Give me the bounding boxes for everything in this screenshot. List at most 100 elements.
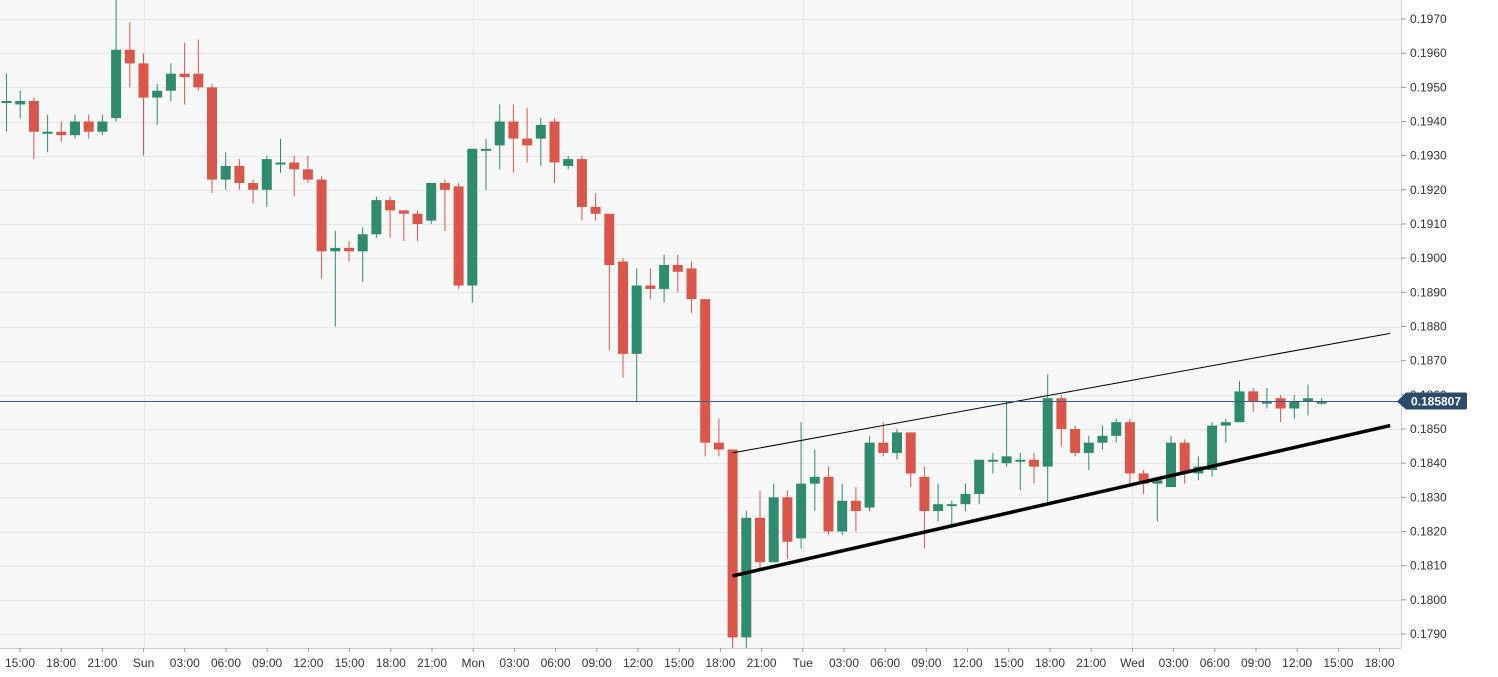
candle [796, 422, 807, 549]
candle-body [344, 247, 354, 252]
candle [385, 196, 396, 238]
candle-body [823, 476, 834, 532]
x-tick-label: 06:00 [870, 656, 900, 670]
candle [850, 487, 861, 532]
candle-body [618, 261, 628, 354]
candle-body [1, 101, 12, 103]
candle [1220, 418, 1231, 443]
x-tick-label: 21:00 [1076, 656, 1106, 670]
candle [344, 241, 354, 262]
candle [576, 155, 587, 221]
candle [28, 97, 39, 160]
candles [1, 0, 1327, 652]
candle-body [494, 121, 505, 146]
candle [289, 155, 300, 197]
candle-body [1289, 401, 1300, 409]
x-tick-label: 03:00 [829, 656, 859, 670]
candle-body [70, 121, 80, 136]
candle-body [124, 49, 135, 64]
candle-body [755, 517, 765, 563]
candle-body [727, 449, 738, 638]
candle-body [850, 500, 861, 511]
candle-body [549, 121, 560, 163]
x-axis: 15:00 18:00 21:00 Sun 03:00 06:00 09:00 12:00 15… [0, 648, 1498, 677]
current-price-tag: 0.185807 [1397, 392, 1467, 410]
candle-body [97, 121, 108, 132]
current-price-tag-pointer [1397, 392, 1406, 410]
y-tick-label: 0.1890 [1410, 285, 1447, 299]
current-price-tag-background [1405, 392, 1467, 410]
x-tick-label: 03:00 [499, 656, 529, 670]
candle [234, 159, 245, 190]
candle [563, 155, 574, 170]
candle-body [275, 162, 286, 165]
candle [535, 118, 546, 166]
y-tick-label: 0.1900 [1410, 251, 1447, 265]
candle-body [28, 101, 39, 132]
candle [974, 459, 985, 505]
x-tick-label: 06:00 [541, 656, 571, 670]
candle-body [248, 183, 259, 190]
y-tick-label: 0.1930 [1410, 149, 1447, 163]
candle-body [974, 459, 985, 494]
trendline-resistance [732, 332, 1391, 454]
candle-body [426, 183, 437, 221]
candle-body [590, 206, 601, 214]
candle-body [782, 497, 793, 542]
trendlines [732, 332, 1391, 578]
candle-body [1124, 422, 1135, 474]
x-tick-label: 03:00 [170, 656, 200, 670]
candle [275, 138, 286, 173]
candle [1070, 425, 1081, 457]
y-tick-label: 0.1850 [1410, 422, 1447, 436]
candle-body [1220, 422, 1231, 426]
candle [864, 435, 875, 511]
candle [919, 466, 930, 549]
x-tick-label: 21:00 [417, 656, 447, 670]
candle-body [741, 517, 752, 638]
candle-body [837, 500, 848, 532]
candle [97, 114, 108, 136]
candle [371, 196, 382, 238]
candle [1248, 388, 1259, 412]
x-tick-label: 09:00 [911, 656, 941, 670]
candle-body [1316, 401, 1327, 404]
candle [165, 63, 176, 101]
candle [933, 483, 944, 522]
candle [207, 83, 217, 194]
y-tick-label: 0.1810 [1410, 559, 1447, 573]
candle-body [1097, 435, 1108, 443]
candle-body [152, 90, 163, 98]
candle [467, 148, 478, 303]
x-tick-label: 15:00 [664, 656, 694, 670]
candle [412, 210, 423, 242]
candle-body [1015, 459, 1026, 462]
candle [1152, 476, 1163, 522]
candle-body [672, 265, 683, 272]
candle-body [371, 200, 382, 235]
x-tick-label: 18:00 [46, 656, 76, 670]
candle [1289, 394, 1300, 419]
candle [987, 452, 998, 474]
y-tick-label: 0.1840 [1410, 456, 1447, 470]
candle [604, 213, 615, 351]
y-tick-label: 0.1830 [1410, 490, 1447, 504]
candle-body [83, 121, 94, 132]
candle-body [1261, 401, 1272, 404]
candle [398, 210, 409, 242]
candle-body [1166, 442, 1176, 488]
candle-body [1070, 429, 1081, 453]
candle [631, 268, 642, 402]
candle [782, 490, 793, 559]
candle [357, 227, 368, 283]
candle-body [878, 442, 889, 453]
candle-body [892, 432, 902, 453]
candle [1029, 452, 1039, 484]
candle-body [535, 124, 546, 139]
candle [1015, 452, 1026, 491]
x-tick-label: 18:00 [1365, 656, 1395, 670]
candle [768, 483, 779, 563]
y-tick-label: 0.1960 [1410, 46, 1447, 60]
